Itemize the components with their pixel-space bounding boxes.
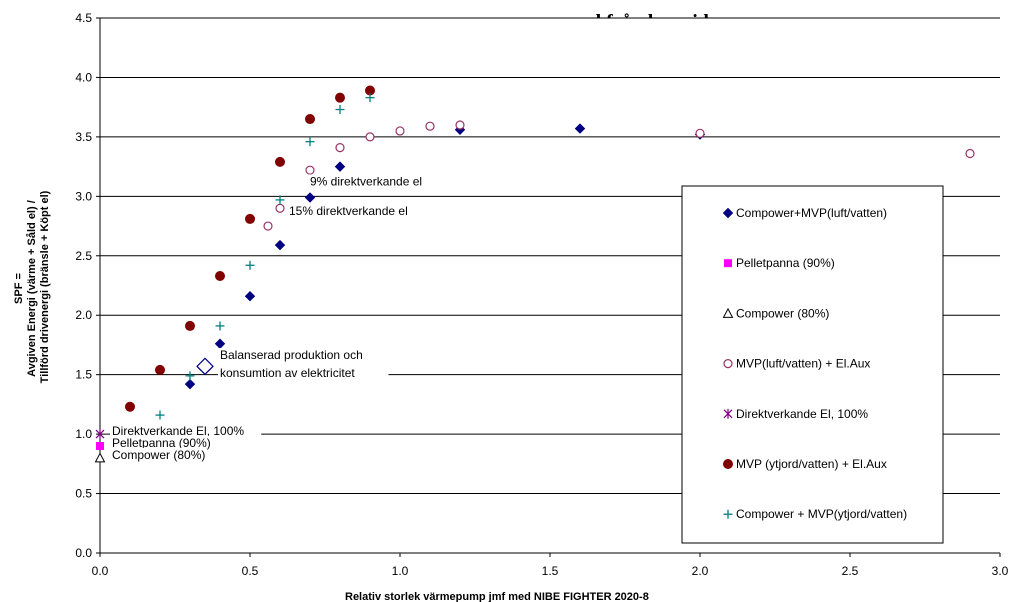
legend-marker-compower-mvp-ytjord-vatten [723,509,733,519]
data-point-mvp-luft-vatten-el-aux [395,126,405,136]
data-point-compower-mvp-ytjord-vatten [365,93,375,103]
data-point-mvp-ytjord-vatten-el-aux [125,401,135,412]
x-tick-label: 3.0 [992,564,1009,578]
y-tick-label: 3.5 [75,130,92,144]
y-tick-label: 4.5 [75,11,92,25]
data-point-direktverkande-el-100 [95,429,105,440]
legend-label: Direktverkande El, 100% [736,407,868,421]
data-point-compower-mvp-luft-vatten [334,161,346,172]
data-point-compower-mvp-luft-vatten [304,192,316,203]
legend-label: Compower (80%) [736,306,829,320]
legend-marker-compower-mvp-luft-vatten [722,207,734,219]
data-point-mvp-luft-vatten-el-aux [275,203,285,213]
data-point-mvp-luft-vatten-el-aux [455,120,465,130]
y-axis-label-line-2: Avgiven Energi (värme + Såld el) / [26,200,38,377]
data-point-compower-mvp-ytjord-vatten [305,137,315,147]
data-point-compower-mvp-luft-vatten [184,378,196,390]
y-tick-label: 0.0 [75,546,92,560]
data-point-mvp-luft-vatten-el-aux [425,121,435,131]
x-tick-label: 0.5 [242,564,259,578]
data-point-mvp-luft-vatten-el-aux [695,128,705,138]
y-axis-label: SPF = Avgiven Energi (värme + Såld el) /… [13,190,51,383]
legend-label: MVP (ytjord/vatten) + El.Aux [736,457,887,471]
y-tick-label: 1.5 [75,368,92,382]
y-tick-label: 4.0 [75,70,92,84]
y-tick-label: 2.0 [75,308,92,322]
data-point-compower-mvp-luft-vatten [274,239,286,251]
annotation-background [110,436,223,450]
y-tick-labels: 0.0 0.5 1.0 1.5 2.0 2.5 3.0 3.5 4.0 4.5 [75,11,100,560]
annotation-background [218,365,389,380]
data-point-compower-mvp-luft-vatten [244,290,256,302]
data-point-mvp-ytjord-vatten-el-aux [305,114,315,125]
x-tick-label: 1.0 [392,564,409,578]
annotation-label: konsumtion av elektricitet [220,366,355,380]
legend-label: Compower + MVP(ytjord/vatten) [736,507,907,521]
data-point-mvp-ytjord-vatten-el-aux [245,213,255,224]
data-point-compower-mvp-ytjord-vatten [335,105,345,115]
data-point-compower-mvp-ytjord-vatten [245,260,255,270]
annotation-label: Balanserad produktion och [220,348,363,362]
annotation-background [110,447,204,462]
legend-marker-direktverkande-el-100 [723,408,733,419]
y-axis-label-line-1: SPF = [13,273,25,304]
y-tick-label: 3.0 [75,189,92,203]
data-point-compower-mvp-ytjord-vatten [185,371,195,381]
data-point-mvp-luft-vatten-el-aux [263,221,273,231]
x-axis-label: Relativ storlek värmepump jmf med NIBE F… [345,591,649,602]
legend-label: Compower+MVP(luft/vatten) [736,206,887,220]
annotation-label: Compower (80%) [112,448,205,462]
annotation-background [308,174,440,189]
data-point-mvp-ytjord-vatten-el-aux [215,270,225,281]
data-point-mvp-ytjord-vatten-el-aux [155,364,165,375]
data-point-mvp-luft-vatten-el-aux [305,165,315,175]
data-point-mvp-ytjord-vatten-el-aux [275,156,285,167]
data-point-mvp-luft-vatten-el-aux [965,148,975,159]
annotation-background [218,348,382,363]
y-tick-label: 2.5 [75,249,92,263]
x-tick-label: 2.0 [692,564,709,578]
x-tick-label: 2.5 [842,564,859,578]
data-point-mvp-ytjord-vatten-el-aux [335,92,345,103]
x-tick-label: 1.5 [542,564,559,578]
data-point-compower-80 [94,452,106,463]
legend-label: Pelletpanna (90%) [736,256,835,270]
y-axis-label-line-3: Tillförd drivenergi (bränsle + Köpt el) [39,190,51,383]
data-point-mvp-ytjord-vatten-el-aux [185,320,195,331]
annotation-background [110,424,262,439]
data-point-compower-mvp-ytjord-vatten [275,195,285,205]
y-tick-label: 0.5 [75,487,92,501]
data-points [94,85,975,463]
data-point-compower-mvp-luft-vatten [574,123,586,134]
annotation-label: 15% direktverkande el [289,204,408,218]
data-point-mvp-luft-vatten-el-aux [365,132,375,142]
y-tick-label: 1.0 [75,427,92,441]
legend-label: MVP(luft/vatten) + El.Aux [736,357,870,371]
x-tick-label: 0.0 [92,564,109,578]
data-point-compower-mvp-ytjord-vatten [155,410,165,420]
annotation-background [287,204,426,219]
data-point-compower-mvp-ytjord-vatten [215,321,225,331]
legend: Compower+MVP(luft/vatten) Pelletpanna (90… [681,185,944,544]
legend-marker-mvp-ytjord-vatten-el-aux [723,459,733,469]
balanced-point-marker [196,357,214,376]
annotation-label: Direktverkande El, 100% [112,424,244,438]
data-point-pelletpanna-90 [96,442,104,450]
annotations: 9% direktverkande el 15% direktverkande e… [110,174,440,462]
x-tick-labels: 0.0 0.5 1.0 1.5 2.0 2.5 3.0 [92,553,1009,578]
data-point-mvp-luft-vatten-el-aux [335,142,345,153]
annotation-label: 9% direktverkande el [310,174,422,188]
legend-marker-compower-80 [722,307,734,318]
legend-marker-mvp-luft-vatten-el-aux [723,359,733,369]
annotation-label: Pelletpanna (90%) [112,436,211,450]
legend-marker-pelletpanna-90 [724,259,732,268]
